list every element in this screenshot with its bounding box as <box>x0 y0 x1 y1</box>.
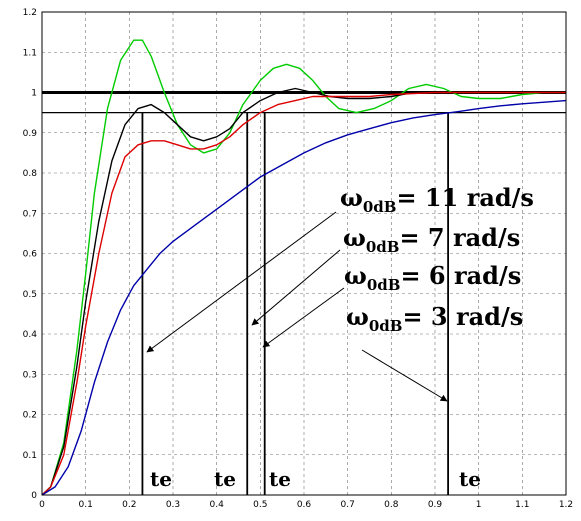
x-tick-label: 0.1 <box>79 500 93 510</box>
omega-annotation: ω0dB= 6 rad/s <box>344 261 521 294</box>
x-tick-label: 0 <box>39 500 45 510</box>
annotation-arrow <box>251 249 341 326</box>
annotation-arrow <box>262 287 345 348</box>
series-group <box>41 39 567 496</box>
x-tick-labels: 0 0.1 0.2 0.3 0.4 0.5 0.6 0.7 0.8 0.9 1 1.1 1.2 <box>39 500 573 510</box>
omega-annotation: ω0dB= 7 rad/s <box>343 223 520 256</box>
x-tick-label: 0.7 <box>341 500 355 510</box>
y-tick-label: 0.4 <box>23 330 38 340</box>
omega-value: = 11 rad/s <box>396 183 533 212</box>
x-tick-label: 0.8 <box>384 500 399 510</box>
omega-symbol: ω <box>343 223 366 252</box>
x-tick-label: 0.3 <box>166 500 180 510</box>
x-tick-label: 1 <box>476 500 482 510</box>
y-tick-label: 0 <box>31 491 37 501</box>
te-marker-lines <box>141 112 450 495</box>
omega-subscript: 0dB <box>363 198 397 216</box>
y-tick-label: 0.6 <box>23 250 38 260</box>
annotation-arrow <box>361 349 448 402</box>
omega-symbol: ω <box>346 302 369 331</box>
x-tick-label: 1.2 <box>559 500 573 510</box>
x-tick-label: 1.1 <box>515 500 529 510</box>
y-tick-label: 0.5 <box>23 290 37 300</box>
y-tick-label: 0.2 <box>23 411 37 421</box>
te-labels: te te te te <box>150 467 481 491</box>
y-tick-label: 1.1 <box>23 48 37 58</box>
te-label: te <box>459 467 481 491</box>
y-tick-label: 0.9 <box>23 129 38 139</box>
y-tick-label: 1 <box>31 89 37 99</box>
x-tick-label: 0.5 <box>253 500 267 510</box>
y-tick-label: 0.8 <box>23 169 38 179</box>
y-tick-labels: 0 0.1 0.2 0.3 0.4 0.5 0.6 0.7 0.8 0.9 1 1.1 1.2 <box>23 8 38 501</box>
omega-symbol: ω <box>344 261 367 290</box>
annotation-arrow <box>146 211 337 353</box>
annotation-arrows <box>146 211 448 402</box>
y-tick-label: 0.3 <box>23 370 37 380</box>
series-line <box>41 99 567 496</box>
omega-value: = 7 rad/s <box>399 223 520 252</box>
omega-subscript: 0dB <box>367 276 401 294</box>
omega-value: = 6 rad/s <box>400 261 521 290</box>
omega-annotation: ω0dB= 3 rad/s <box>346 302 523 335</box>
series-line <box>41 39 566 496</box>
plot-frame <box>41 11 567 496</box>
x-tick-label: 0.4 <box>210 500 225 510</box>
omega-symbol: ω <box>340 183 363 212</box>
y-tick-label: 1.2 <box>23 8 37 18</box>
omega-subscript: 0dB <box>366 238 400 256</box>
omega-value: = 3 rad/s <box>402 302 523 331</box>
series-line <box>41 91 566 496</box>
y-tick-label: 0.1 <box>23 451 37 461</box>
grid <box>42 12 566 495</box>
te-label: te <box>150 467 172 491</box>
omega-annotation: ω0dB= 11 rad/s <box>340 183 534 216</box>
y-tick-label: 0.7 <box>23 209 37 219</box>
te-label: te <box>269 467 291 491</box>
series-line <box>41 87 566 496</box>
omega-subscript: 0dB <box>369 317 403 335</box>
x-tick-label: 0.6 <box>297 500 312 510</box>
te-label: te <box>214 467 236 491</box>
x-tick-label: 0.9 <box>428 500 443 510</box>
x-tick-label: 0.2 <box>122 500 136 510</box>
